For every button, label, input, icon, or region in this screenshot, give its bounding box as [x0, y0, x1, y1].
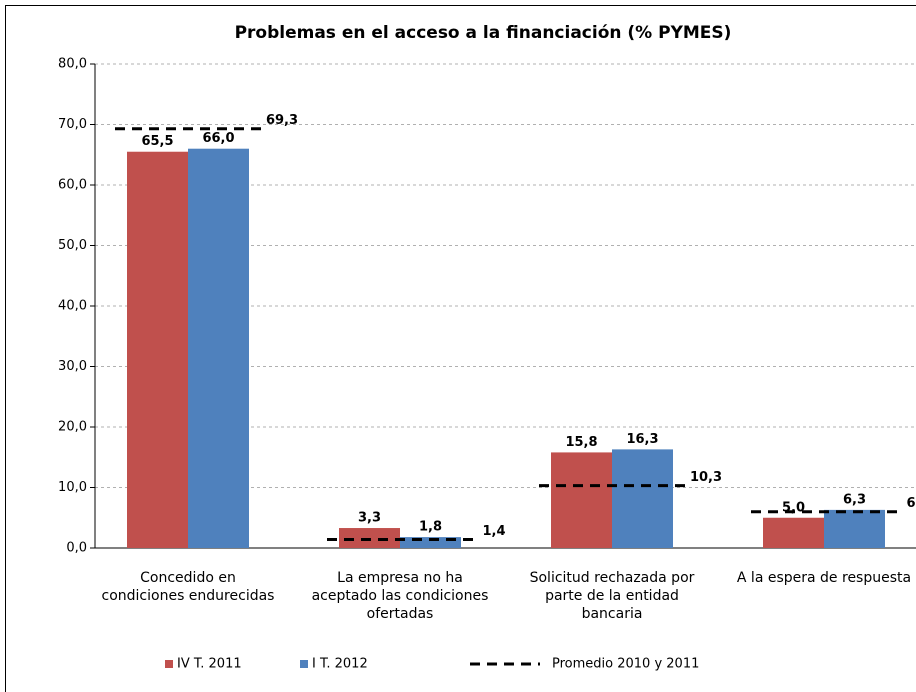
- legend-label: IV T. 2011: [177, 657, 242, 672]
- x-tick-label: aceptado las condiciones: [312, 588, 489, 604]
- bar: [763, 517, 824, 548]
- data-label: 1,4: [482, 524, 505, 539]
- data-label: 6,3: [843, 492, 866, 507]
- legend-label: I T. 2012: [312, 657, 368, 672]
- legend-swatch: [300, 660, 308, 668]
- data-label: 3,3: [358, 511, 381, 526]
- y-tick-label: 50,0: [58, 238, 87, 253]
- data-label: 15,8: [565, 435, 597, 450]
- bar: [400, 537, 461, 548]
- y-tick-label: 70,0: [58, 117, 87, 132]
- data-label: 66,0: [202, 131, 234, 146]
- bar: [551, 452, 612, 548]
- bar: [339, 528, 400, 548]
- data-label: 16,3: [626, 432, 658, 447]
- bar: [127, 151, 188, 548]
- x-tick-label: A la espera de respuesta: [737, 570, 911, 586]
- bar: [188, 148, 249, 548]
- legend-label: Promedio 2010 y 2011: [552, 657, 699, 672]
- bar: [824, 509, 885, 548]
- data-label: 6,0: [906, 496, 916, 511]
- data-label: 10,3: [690, 470, 722, 485]
- y-tick-label: 0,0: [66, 541, 87, 556]
- y-tick-label: 60,0: [58, 178, 87, 193]
- x-tick-label: ofertadas: [367, 606, 434, 622]
- x-tick-label: condiciones endurecidas: [102, 588, 275, 604]
- legend-swatch: [165, 660, 173, 668]
- y-tick-label: 20,0: [58, 420, 87, 435]
- x-tick-label: La empresa no ha: [337, 570, 463, 586]
- x-tick-label: parte de la entidad: [545, 588, 679, 604]
- bar: [612, 449, 673, 548]
- chart-title: Problemas en el acceso a la financiación…: [235, 23, 732, 43]
- y-tick-label: 80,0: [58, 57, 87, 72]
- y-tick-label: 40,0: [58, 299, 87, 314]
- data-label: 69,3: [266, 113, 298, 128]
- y-tick-label: 30,0: [58, 359, 87, 374]
- y-tick-label: 10,0: [58, 480, 87, 495]
- x-tick-label: Solicitud rechazada por: [530, 570, 695, 586]
- data-label: 1,8: [419, 520, 442, 535]
- data-label: 65,5: [141, 134, 173, 149]
- x-tick-label: bancaria: [582, 606, 643, 622]
- x-tick-label: Concedido en: [140, 570, 236, 586]
